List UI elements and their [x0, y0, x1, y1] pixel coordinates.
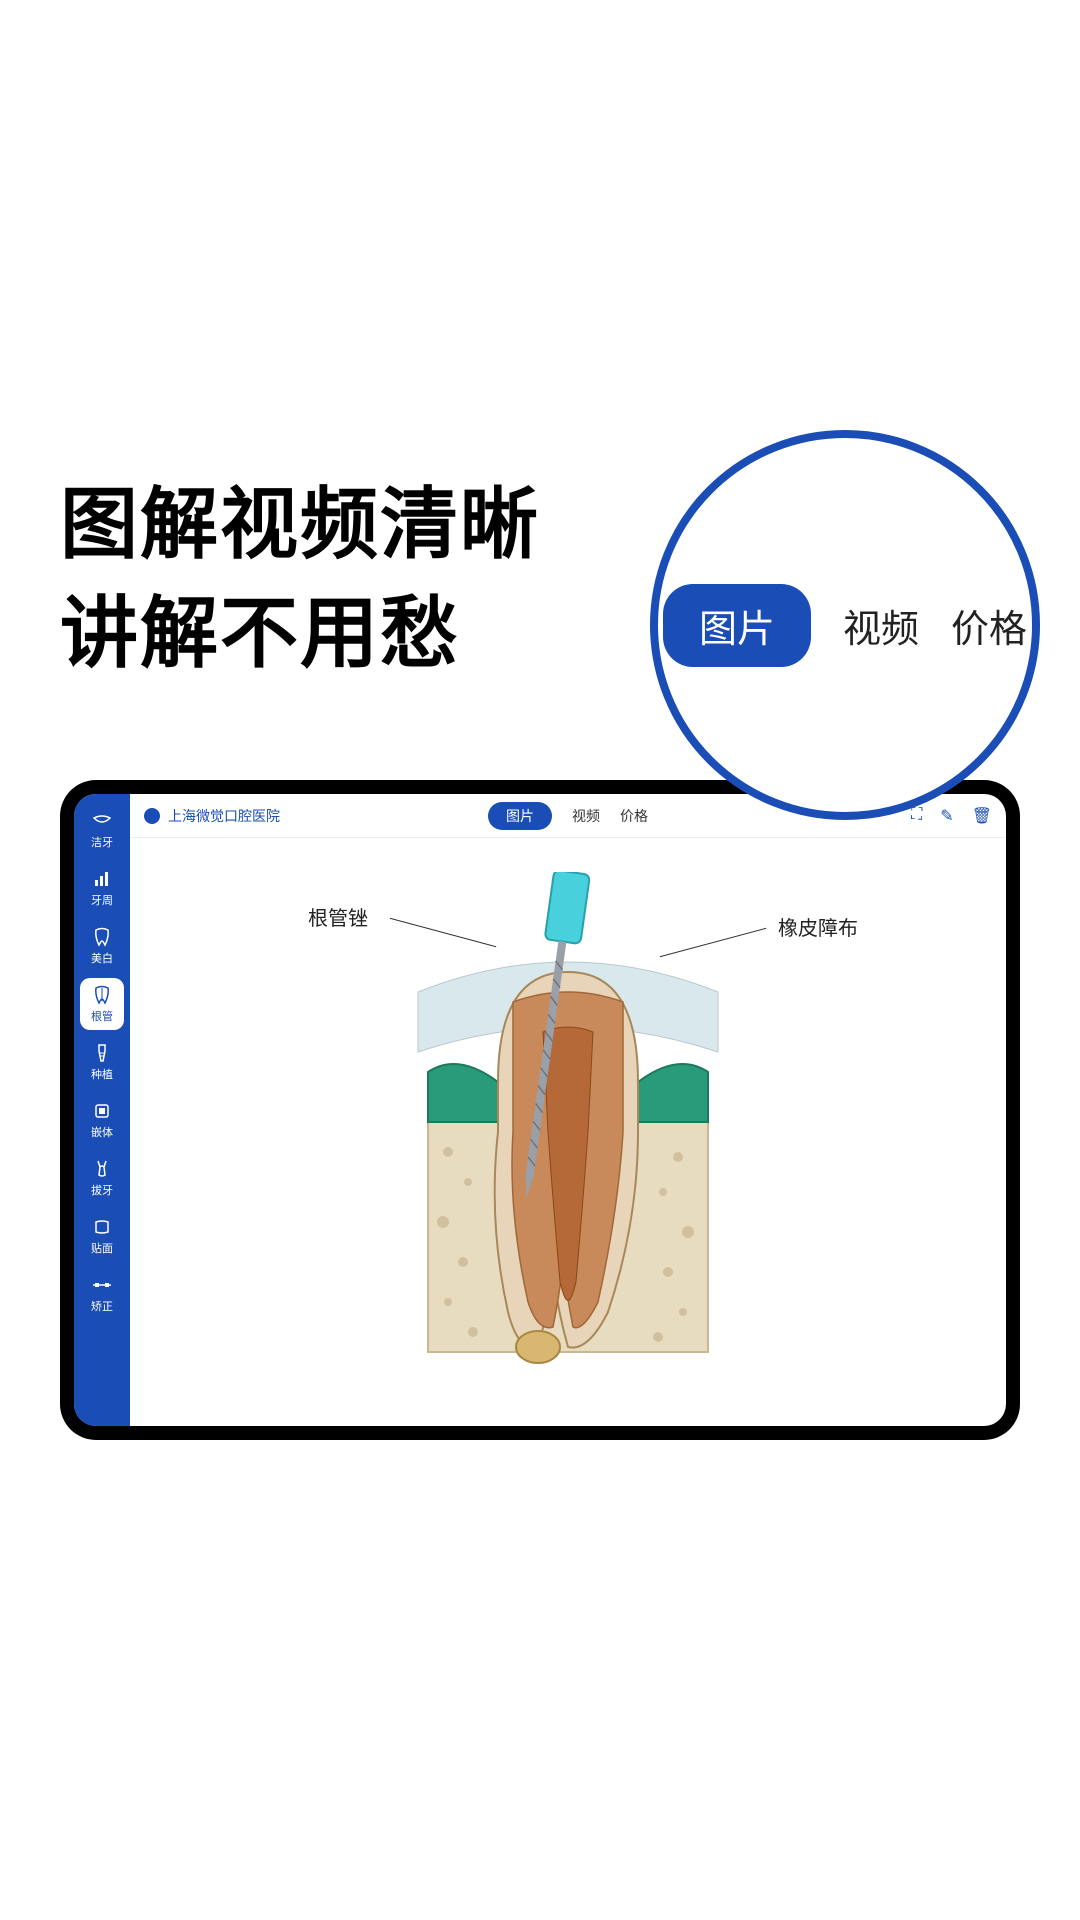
hospital-name: 上海微觉口腔医院: [168, 806, 280, 826]
delete-icon[interactable]: 🗑: [972, 806, 992, 826]
logo-dot-icon: [144, 808, 160, 824]
inlay-icon: [91, 1100, 113, 1122]
sidebar-item-label: 嵌体: [91, 1124, 113, 1140]
headline-line2: 讲解不用愁: [60, 579, 540, 688]
diagram-content: 根管锉 橡皮障布: [130, 838, 1006, 1426]
mag-tab-video: 视频: [843, 598, 919, 653]
sidebar-item-label: 矫正: [91, 1298, 113, 1314]
veneer-icon: [91, 1216, 113, 1238]
edit-icon[interactable]: ✎: [940, 806, 953, 826]
tooth-root-icon: [91, 984, 113, 1006]
sidebar-item-label: 拔牙: [91, 1182, 113, 1198]
tooth-shine-icon: [91, 926, 113, 948]
tab-video[interactable]: 视频: [572, 806, 600, 826]
expand-icon[interactable]: ⛶: [911, 806, 922, 826]
sidebar-item-label: 美白: [91, 950, 113, 966]
sidebar-item-implant[interactable]: 种植: [80, 1036, 124, 1088]
sidebar-item-rootcanal[interactable]: 根管: [80, 978, 124, 1030]
sidebar-item-inlay[interactable]: 嵌体: [80, 1094, 124, 1146]
tablet-frame: 洁牙 牙周 美白 根管: [60, 780, 1020, 1440]
tooth-illustration: [358, 872, 778, 1392]
top-actions: ⛶ ✎ 🗑: [911, 806, 992, 826]
magnifier-callout: 图片 视频 价格: [650, 430, 1040, 820]
content-tabs: 图片 视频 价格: [488, 802, 648, 830]
tab-image[interactable]: 图片: [488, 802, 552, 830]
sidebar-item-extract[interactable]: 拔牙: [80, 1152, 124, 1204]
tab-price[interactable]: 价格: [620, 806, 648, 826]
sidebar-item-label: 牙周: [91, 892, 113, 908]
headline-line1: 图解视频清晰: [60, 470, 540, 579]
main-area: 上海微觉口腔医院 图片 视频 价格 ⛶ ✎ 🗑 根管锉 橡皮障布: [130, 794, 1006, 1426]
extract-icon: [91, 1158, 113, 1180]
sidebar-item-label: 根管: [91, 1008, 113, 1024]
braces-icon: [91, 1274, 113, 1296]
sidebar-item-clean[interactable]: 洁牙: [80, 804, 124, 856]
app-screen: 洁牙 牙周 美白 根管: [74, 794, 1006, 1426]
sidebar-item-ortho[interactable]: 矫正: [80, 1268, 124, 1320]
mag-tab-price: 价格: [951, 598, 1027, 653]
tooth-diagram: 根管锉 橡皮障布: [288, 852, 848, 1412]
sidebar-item-label: 贴面: [91, 1240, 113, 1256]
sidebar-item-whiten[interactable]: 美白: [80, 920, 124, 972]
mag-tab-image: 图片: [663, 584, 811, 667]
diagram-label-dam: 橡皮障布: [778, 912, 858, 941]
sidebar-item-label: 洁牙: [91, 834, 113, 850]
sidebar-item-perio[interactable]: 牙周: [80, 862, 124, 914]
sidebar-item-veneer[interactable]: 贴面: [80, 1210, 124, 1262]
chart-icon: [91, 868, 113, 890]
implant-icon: [91, 1042, 113, 1064]
marketing-headline: 图解视频清晰 讲解不用愁: [60, 470, 540, 688]
mouth-icon: [91, 810, 113, 832]
sidebar-item-label: 种植: [91, 1066, 113, 1082]
sidebar: 洁牙 牙周 美白 根管: [74, 794, 130, 1426]
